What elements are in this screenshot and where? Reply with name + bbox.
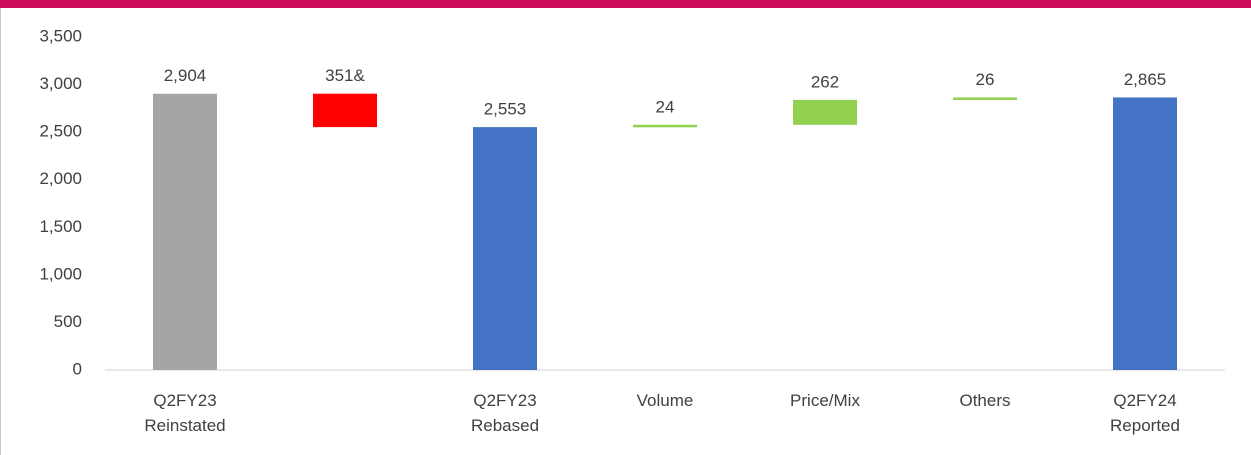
y-tick-label: 1,000 xyxy=(39,264,82,283)
value-label: 2,865 xyxy=(1124,70,1167,89)
bar xyxy=(153,93,217,370)
y-tick-label: 0 xyxy=(73,359,82,378)
y-tick-label: 2,000 xyxy=(39,169,82,188)
value-label: 351& xyxy=(325,66,365,85)
bar xyxy=(473,127,537,371)
bar xyxy=(633,124,697,128)
value-label: 2,904 xyxy=(164,66,207,85)
y-tick-label: 2,500 xyxy=(39,122,82,141)
x-tick-label: Price/Mix xyxy=(790,391,860,410)
x-tick-label: Others xyxy=(959,391,1011,410)
y-tick-label: 1,500 xyxy=(39,217,82,236)
x-tick-label: Q2FY23 Reinstated xyxy=(144,391,226,435)
x-tick-label: Q2FY24 Reported xyxy=(1110,391,1180,435)
bar xyxy=(313,93,377,128)
top-band xyxy=(0,0,1251,8)
bar xyxy=(1113,97,1177,370)
x-tick-label: Q2FY23 Rebased xyxy=(470,391,540,435)
value-label: 2,553 xyxy=(484,100,527,119)
y-tick-label: 500 xyxy=(54,312,82,331)
x-tick-label: Volume xyxy=(636,391,694,410)
value-label: 262 xyxy=(811,72,839,91)
value-label: 24 xyxy=(656,97,675,116)
y-tick-label: 3,500 xyxy=(39,26,82,45)
y-tick-label: 3,000 xyxy=(39,74,82,93)
value-label: 26 xyxy=(976,70,995,89)
bar xyxy=(793,99,857,125)
bar xyxy=(953,97,1017,100)
